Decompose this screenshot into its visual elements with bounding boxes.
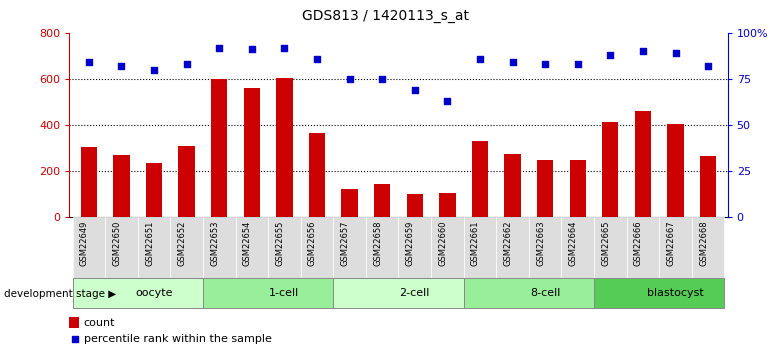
FancyBboxPatch shape [203, 217, 236, 278]
Text: GSM22660: GSM22660 [438, 220, 447, 266]
Text: GSM22653: GSM22653 [210, 220, 219, 266]
FancyBboxPatch shape [301, 217, 333, 278]
Bar [668, 124, 684, 217]
Point [441, 98, 454, 104]
FancyBboxPatch shape [72, 278, 203, 308]
Bar [504, 154, 521, 217]
FancyBboxPatch shape [268, 217, 301, 278]
Text: GSM22652: GSM22652 [178, 220, 186, 266]
Text: blastocyst: blastocyst [647, 288, 704, 298]
FancyBboxPatch shape [333, 217, 366, 278]
Text: GSM22661: GSM22661 [471, 220, 480, 266]
Bar [81, 147, 97, 217]
Bar [570, 160, 586, 217]
Text: GSM22654: GSM22654 [243, 220, 252, 266]
Text: GSM22667: GSM22667 [667, 220, 675, 266]
Text: 2-cell: 2-cell [400, 288, 430, 298]
Point [246, 47, 258, 52]
Bar [341, 188, 358, 217]
FancyBboxPatch shape [529, 217, 561, 278]
Bar [243, 88, 260, 217]
Point [440, 270, 453, 276]
Bar [69, 317, 79, 328]
FancyBboxPatch shape [399, 217, 431, 278]
Bar [113, 155, 129, 217]
FancyBboxPatch shape [464, 217, 496, 278]
Bar [211, 79, 227, 217]
Point [278, 45, 290, 50]
Text: GSM22656: GSM22656 [308, 220, 317, 266]
Point [669, 50, 681, 56]
Text: 8-cell: 8-cell [530, 288, 561, 298]
FancyBboxPatch shape [691, 217, 725, 278]
Bar [700, 156, 716, 217]
FancyBboxPatch shape [431, 217, 464, 278]
Text: GSM22664: GSM22664 [569, 220, 578, 266]
Point [311, 56, 323, 61]
Text: GSM22655: GSM22655 [276, 220, 284, 266]
Point [604, 52, 617, 58]
Bar [537, 160, 554, 217]
FancyBboxPatch shape [170, 217, 203, 278]
Text: GDS813 / 1420113_s_at: GDS813 / 1420113_s_at [302, 9, 468, 23]
Point [507, 60, 519, 65]
Text: GSM22662: GSM22662 [504, 220, 513, 266]
Point [82, 60, 95, 65]
Bar [602, 121, 618, 217]
Point [637, 48, 649, 54]
Text: GSM22668: GSM22668 [699, 220, 708, 266]
Text: GSM22665: GSM22665 [601, 220, 611, 266]
Point [180, 61, 192, 67]
Bar [407, 194, 423, 217]
Point [148, 67, 160, 72]
Text: GSM22658: GSM22658 [373, 220, 382, 266]
FancyBboxPatch shape [138, 217, 170, 278]
FancyBboxPatch shape [366, 217, 399, 278]
Text: GSM22649: GSM22649 [80, 220, 89, 266]
FancyBboxPatch shape [627, 217, 659, 278]
Text: GSM22650: GSM22650 [112, 220, 122, 266]
Point [539, 61, 551, 67]
FancyBboxPatch shape [105, 217, 138, 278]
Point [409, 87, 421, 93]
Bar [439, 193, 456, 217]
Bar [276, 78, 293, 217]
Point [213, 45, 226, 50]
Point [116, 63, 128, 69]
Text: GSM22666: GSM22666 [634, 220, 643, 266]
FancyBboxPatch shape [203, 278, 333, 308]
Text: GSM22657: GSM22657 [340, 220, 350, 266]
FancyBboxPatch shape [464, 278, 594, 308]
Point [702, 63, 715, 69]
Bar [472, 141, 488, 217]
Point [376, 76, 388, 82]
FancyBboxPatch shape [333, 278, 464, 308]
Text: GSM22663: GSM22663 [536, 220, 545, 266]
Text: GSM22651: GSM22651 [145, 220, 154, 266]
FancyBboxPatch shape [496, 217, 529, 278]
Point [571, 61, 584, 67]
Bar [374, 184, 390, 217]
FancyBboxPatch shape [561, 217, 594, 278]
Text: 1-cell: 1-cell [270, 288, 300, 298]
FancyBboxPatch shape [594, 278, 725, 308]
Bar [179, 146, 195, 217]
Point [474, 56, 486, 61]
Bar [634, 111, 651, 217]
Bar [146, 163, 162, 217]
Point [343, 76, 356, 82]
Text: count: count [84, 318, 116, 328]
FancyBboxPatch shape [72, 217, 105, 278]
FancyBboxPatch shape [236, 217, 268, 278]
Text: oocyte: oocyte [136, 288, 172, 298]
FancyBboxPatch shape [594, 217, 627, 278]
Bar [309, 133, 325, 217]
Text: development stage ▶: development stage ▶ [4, 289, 116, 299]
Text: GSM22659: GSM22659 [406, 220, 415, 266]
FancyBboxPatch shape [659, 217, 691, 278]
Text: percentile rank within the sample: percentile rank within the sample [84, 334, 272, 344]
